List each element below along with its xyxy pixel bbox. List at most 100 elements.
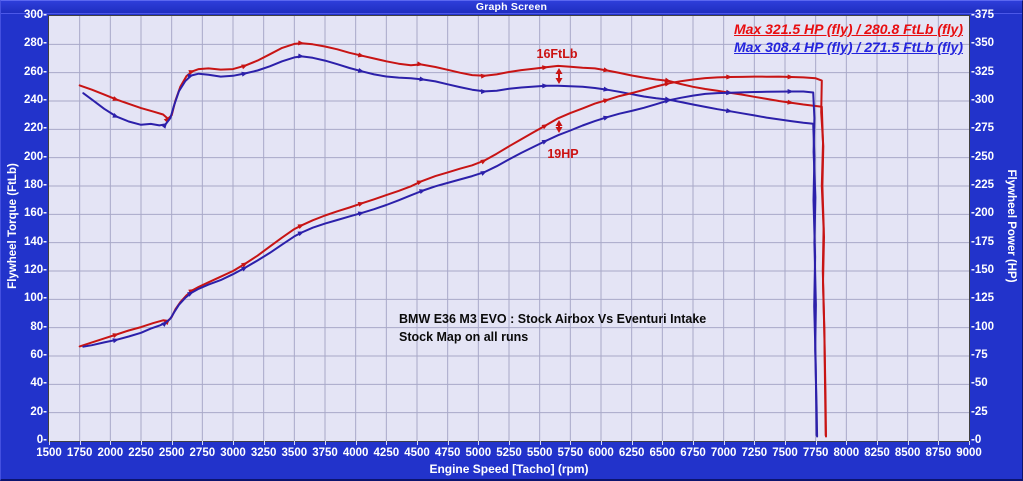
max-eventuri-readout: Max 321.5 HP (fly) / 280.8 FtLb (fly) [734,21,963,37]
x-tick-label: 6000 [588,447,614,459]
x-tick-label: 8250 [864,447,890,459]
x-tick-mark [969,441,970,445]
x-tick-label: 3000 [220,447,246,459]
x-tick-label: 3500 [281,447,308,459]
y-right-tick-label: -100 [971,320,995,333]
x-tick-label: 5250 [496,447,522,459]
y-left-tick-label: 220- [23,122,47,135]
x-tick-mark [294,441,296,445]
y-right-tick-label: -0 [971,434,982,446]
y-left-tick-label: 40- [30,377,47,390]
x-tick-label: 3250 [250,447,277,459]
x-tick-mark [815,441,817,445]
x-tick-mark [754,441,756,445]
x-tick-mark [662,441,664,445]
x-tick-label: 2000 [97,447,124,459]
y-right-tick-label: -75 [971,349,988,361]
x-tick-label: 5000 [465,447,492,459]
x-tick-mark [171,441,173,445]
y-right-tick-label: -275 [971,122,995,135]
x-tick-label: 8750 [925,447,952,459]
x-tick-label: 5500 [526,447,553,459]
x-tick-label: 6750 [680,447,706,459]
x-tick-label: 2500 [158,447,185,459]
x-tick-label: 6500 [649,447,676,459]
y-left-tick-label: 300- [23,9,47,21]
x-tick-label: 8000 [833,447,860,459]
run-note-line2: Stock Map on all runs [399,330,529,344]
x-tick-label: 1750 [66,447,93,459]
dyno-chart [49,16,969,441]
x-tick-label: 3750 [312,447,338,459]
x-tick-mark [386,441,388,445]
x-tick-mark [938,441,940,445]
y-left-tick-label: 60- [30,349,47,361]
max-stock-readout: Max 308.4 HP (fly) / 271.5 FtLb (fly) [734,39,963,55]
y-right-tick-label: -25 [971,405,988,418]
y-right-tick-label: -200 [971,207,995,220]
x-tick-mark [233,441,234,445]
y-right-tick-label: -375 [971,9,995,21]
y-left-tick-label: 260- [23,65,47,78]
y-right-tick-label: -225 [971,179,995,191]
y-right-tick-label: -50 [971,377,988,390]
y-left-tick-label: 0- [36,434,47,446]
x-tick-label: 7750 [802,447,829,459]
x-tick-mark [631,441,633,445]
x-axis-title: Engine Speed [Tacho] (rpm) [429,462,589,476]
x-tick-mark [202,441,204,445]
run-note-line1: BMW E36 M3 EVO : Stock Airbox Vs Eventur… [399,312,707,326]
window-title-bar[interactable]: Graph Screen [1,1,1022,14]
x-tick-mark [509,441,510,445]
y-right-tick-label: -125 [971,292,995,305]
x-tick-label: 7500 [772,447,798,459]
y-right-tick-label: -300 [971,94,995,106]
x-tick-mark [478,441,480,445]
x-tick-label: 7000 [710,447,737,459]
x-tick-label: 2250 [128,447,154,459]
y-left-tick-label: 280- [23,37,47,50]
x-tick-label: 9000 [956,447,982,459]
x-tick-mark [907,441,909,445]
y-left-tick-label: 120- [23,264,47,276]
x-tick-mark [49,441,50,445]
x-tick-mark [325,441,326,445]
x-tick-label: 4500 [404,447,430,459]
y-left-tick-label: 140- [23,235,47,248]
y-left-tick-label: 200- [23,150,47,163]
y-left-tick-label: 20- [30,405,47,418]
x-tick-mark [846,441,848,445]
plot-area: Max 321.5 HP (fly) / 280.8 FtLb (fly) Ma… [48,15,970,442]
y-right-tick-label: -350 [971,37,995,50]
y-right-tick-label: -175 [971,235,995,248]
x-tick-mark [693,441,694,445]
x-tick-label: 4000 [342,447,369,459]
y-left-tick-label: 80- [30,320,47,333]
x-tick-label: 7250 [741,447,768,459]
x-tick-mark [263,441,265,445]
x-tick-mark [601,441,602,445]
power-delta-label: 19HP [547,147,579,161]
y-right-tick-label: -250 [971,150,995,163]
y-left-tick-label: 240- [23,94,47,106]
x-tick-mark [877,441,878,445]
x-tick-mark [79,441,81,445]
x-tick-mark [447,441,449,445]
x-tick-label: 4250 [373,447,400,459]
x-tick-mark [539,441,541,445]
y-left-tick-label: 180- [23,179,47,191]
x-tick-mark [141,441,142,445]
x-tick-label: 2750 [189,447,216,459]
window-title: Graph Screen [475,1,548,13]
y-right-tick-label: -150 [971,264,995,276]
x-tick-mark [723,441,725,445]
x-tick-mark [355,441,357,445]
x-tick-mark [417,441,418,445]
y-right-tick-label: -325 [971,65,995,78]
y-left-tick-label: 160- [23,207,47,220]
x-tick-label: 8500 [894,447,921,459]
y-left-tick-label: 100- [23,292,47,305]
x-tick-mark [570,441,572,445]
x-tick-mark [110,441,112,445]
